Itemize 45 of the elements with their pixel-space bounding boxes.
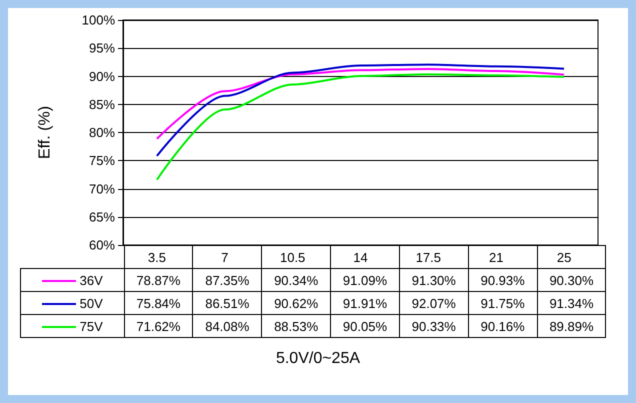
data-label: 88.53% [262, 314, 331, 338]
data-label: 90.05% [330, 314, 400, 338]
y-tick-label: 65% [88, 209, 116, 224]
y-tick-label: 90% [88, 68, 116, 84]
data-label: 92.07% [399, 292, 468, 314]
x-tick-label: 25 [556, 250, 572, 265]
data-label: 91.34% [537, 292, 606, 314]
data-label: 84.08% [192, 314, 262, 338]
data-label: 87.35% [192, 268, 262, 292]
data-label: 90.16% [468, 314, 538, 338]
y-tick-label: 70% [88, 181, 116, 196]
data-label: 90.93% [468, 268, 538, 292]
y-tick-label: 80% [88, 125, 116, 140]
line-series [156, 68, 566, 140]
data-label: 91.09% [330, 268, 400, 292]
data-label: 91.30% [399, 268, 468, 292]
y-tick-label: 85% [88, 96, 116, 112]
y-tick-label: 100% [82, 12, 116, 28]
x-tick-label: 14 [353, 250, 368, 265]
data-label: 90.34% [262, 268, 331, 292]
y-tick-label: 95% [88, 40, 116, 56]
data-label: 71.62% [124, 314, 193, 338]
legend-label: 36V [20, 268, 124, 292]
legend-label: 75V [20, 314, 124, 338]
x-tick-label: 3.5 [148, 250, 166, 265]
x-tick-label: 21 [488, 250, 504, 265]
data-label: 75.84% [124, 292, 193, 314]
data-label: 86.51% [192, 292, 262, 314]
line-series [156, 73, 566, 181]
data-label: 90.33% [399, 314, 468, 338]
data-label: 89.89% [537, 314, 606, 338]
data-label: 91.91% [330, 292, 400, 314]
data-label: 90.62% [262, 292, 331, 314]
y-tick-label: 60% [88, 238, 116, 252]
data-label: 90.30% [537, 268, 606, 292]
x-tick-label: 7 [221, 250, 228, 265]
x-tick-label: 17.5 [416, 250, 442, 265]
legend-label: 50V [20, 292, 124, 314]
y-tick-label: 75% [88, 153, 116, 168]
y-axis-title: Eff. (%) [36, 106, 54, 160]
line-series [156, 64, 566, 157]
x-tick-label: 10.5 [280, 250, 306, 265]
data-label: 78.87% [124, 268, 193, 292]
data-label: 91.75% [468, 292, 538, 314]
text: 5.0V/0~25A [274, 350, 362, 368]
